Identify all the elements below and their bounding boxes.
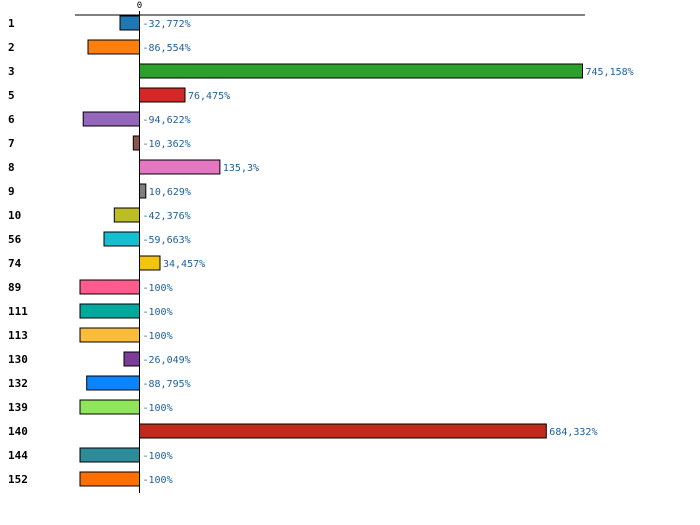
category-label-1: 1 xyxy=(8,17,15,30)
bar-152 xyxy=(79,471,140,487)
bar-6 xyxy=(82,111,140,127)
value-label-89: -100% xyxy=(143,283,173,294)
value-label-10: -42,376% xyxy=(143,211,191,222)
value-label-130: -26,049% xyxy=(143,355,191,366)
value-label-56: -59,663% xyxy=(143,235,191,246)
category-label-2: 2 xyxy=(8,41,15,54)
bar-140 xyxy=(139,423,547,439)
value-label-8: 135,3% xyxy=(223,163,259,174)
value-label-1: -32,772% xyxy=(143,19,191,30)
category-label-140: 140 xyxy=(8,425,28,438)
value-label-9: 10,629% xyxy=(149,187,191,198)
category-label-7: 7 xyxy=(8,137,15,150)
category-label-74: 74 xyxy=(8,257,22,270)
value-label-140: 684,332% xyxy=(549,427,597,438)
category-label-144: 144 xyxy=(8,449,28,462)
value-label-5: 76,475% xyxy=(188,91,230,102)
category-label-132: 132 xyxy=(8,377,28,390)
bar-113 xyxy=(79,327,140,343)
category-label-8: 8 xyxy=(8,161,15,174)
category-label-9: 9 xyxy=(8,185,15,198)
category-label-10: 10 xyxy=(8,209,21,222)
value-label-6: -94,622% xyxy=(143,115,191,126)
bar-56 xyxy=(103,231,140,247)
bar-3 xyxy=(139,63,583,79)
category-label-130: 130 xyxy=(8,353,28,366)
bar-2 xyxy=(87,39,140,55)
bar-89 xyxy=(79,279,140,295)
bar-139 xyxy=(79,399,140,415)
bar-144 xyxy=(79,447,140,463)
value-label-111: -100% xyxy=(143,307,173,318)
bar-111 xyxy=(79,303,140,319)
value-label-144: -100% xyxy=(143,451,173,462)
bar-74 xyxy=(139,255,161,271)
category-label-152: 152 xyxy=(8,473,28,486)
value-label-113: -100% xyxy=(143,331,173,342)
category-label-113: 113 xyxy=(8,329,28,342)
category-label-3: 3 xyxy=(8,65,15,78)
bar-1 xyxy=(119,15,140,31)
bar-10 xyxy=(113,207,141,223)
category-label-56: 56 xyxy=(8,233,22,246)
bar-7 xyxy=(132,135,141,151)
bar-9 xyxy=(139,183,147,199)
value-label-7: -10,362% xyxy=(143,139,191,150)
bar-5 xyxy=(139,87,186,103)
category-label-6: 6 xyxy=(8,113,15,126)
category-label-111: 111 xyxy=(8,305,28,318)
zero-tick-label: 0 xyxy=(137,1,142,11)
bars-group: 1 -32,772% 2 -86,554% 3 745,158% 5 76,475% 6 -94,… xyxy=(8,15,634,487)
value-label-139: -100% xyxy=(143,403,173,414)
value-label-74: 34,457% xyxy=(163,259,205,270)
value-label-3: 745,158% xyxy=(586,67,634,78)
category-label-5: 5 xyxy=(8,89,15,102)
bar-8 xyxy=(139,159,221,175)
bar-130 xyxy=(123,351,140,367)
bar-132 xyxy=(86,375,140,391)
value-label-2: -86,554% xyxy=(143,43,191,54)
value-label-132: -88,795% xyxy=(143,379,191,390)
value-label-152: -100% xyxy=(143,475,173,486)
category-label-139: 139 xyxy=(8,401,28,414)
category-label-89: 89 xyxy=(8,281,21,294)
